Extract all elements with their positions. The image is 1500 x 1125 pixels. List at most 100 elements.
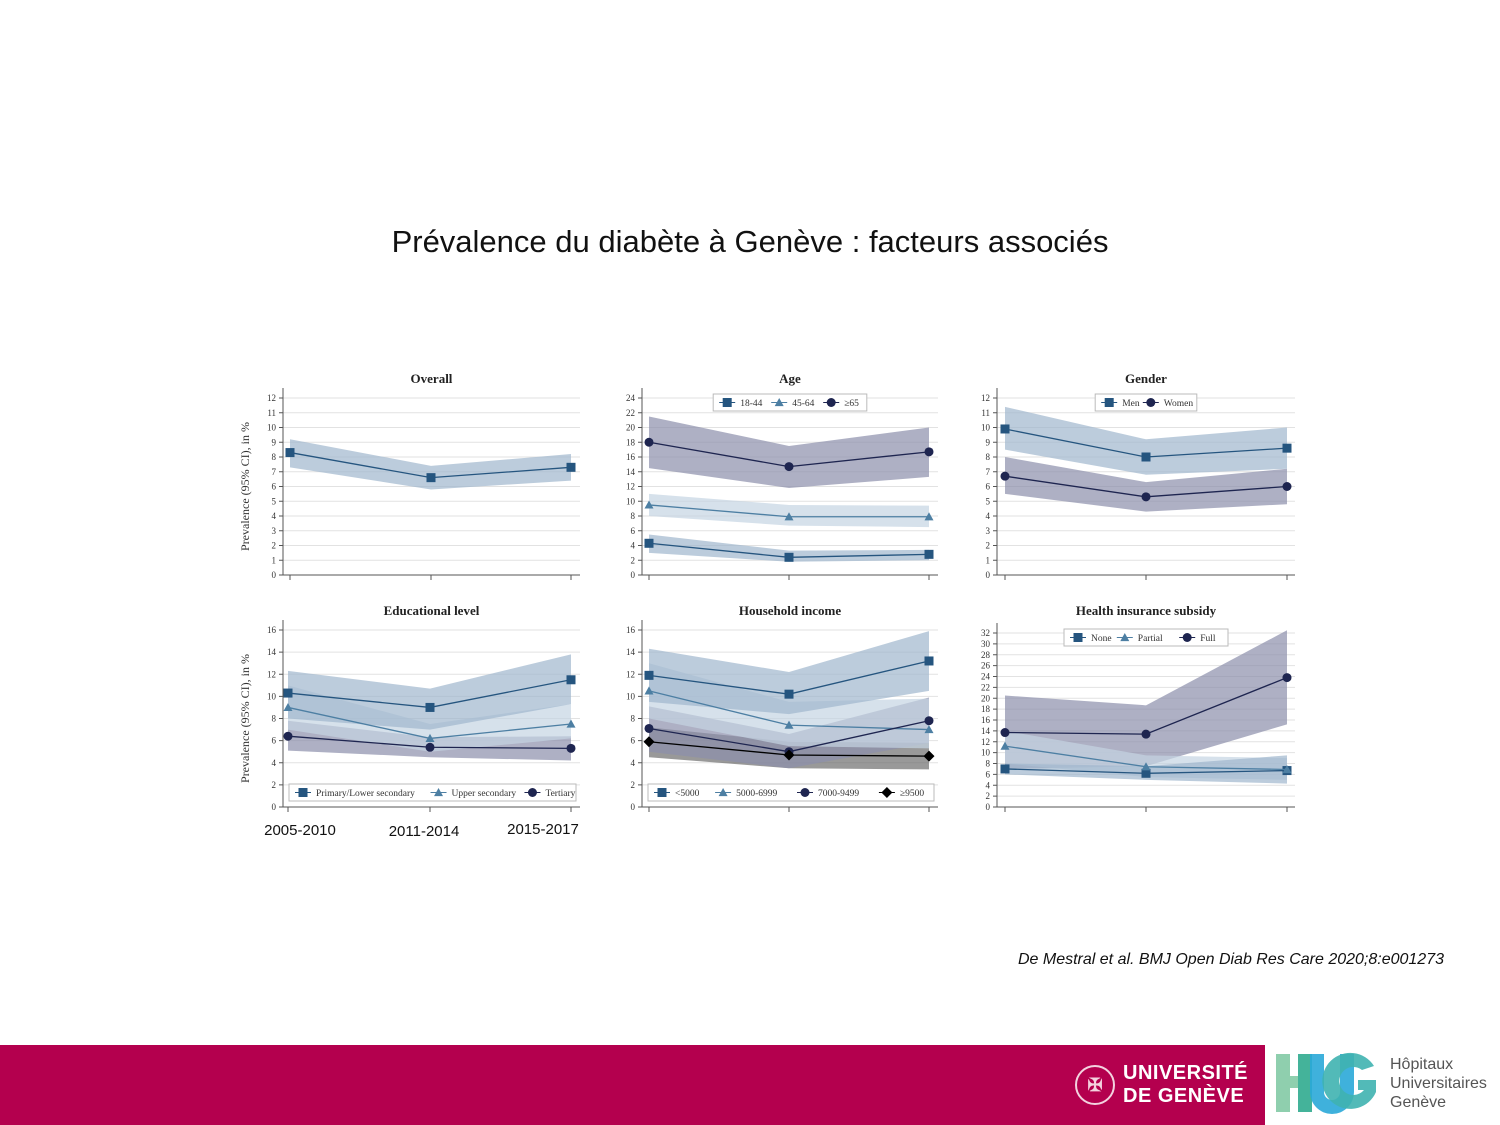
y-tick-label: 16 xyxy=(626,452,636,462)
chart-panel-6: Health insurance subsidy0246810121416182… xyxy=(981,603,1295,812)
y-tick-label: 9 xyxy=(272,437,277,447)
y-tick-label: 9 xyxy=(986,437,991,447)
ci-band xyxy=(288,685,571,752)
y-tick-label: 5 xyxy=(986,496,991,506)
ci-band xyxy=(649,697,929,769)
panel-title: Household income xyxy=(739,603,841,618)
y-tick-label: 14 xyxy=(981,726,991,736)
data-point-square xyxy=(924,549,934,559)
data-point-circle xyxy=(644,437,654,447)
data-point-circle xyxy=(924,716,934,726)
hug-letters-icon xyxy=(1276,1052,1376,1114)
data-point-triangle xyxy=(784,512,794,521)
legend-marker-triangle xyxy=(774,398,784,407)
legend: 18-44 45-64 ≥65 xyxy=(712,393,868,412)
unige-logo-text: UNIVERSITÉ DE GENÈVE xyxy=(1123,1062,1248,1108)
y-tick-label: 24 xyxy=(981,672,991,682)
y-tick-label: 4 xyxy=(631,541,636,551)
data-point-square xyxy=(1141,452,1151,462)
y-tick-label: 12 xyxy=(626,482,635,492)
legend-marker-circle xyxy=(826,398,836,407)
y-tick-label: 16 xyxy=(981,715,991,725)
y-tick-label: 10 xyxy=(626,691,636,701)
y-tick-label: 11 xyxy=(981,408,990,418)
y-tick-label: 3 xyxy=(272,526,277,536)
y-tick-label: 10 xyxy=(626,496,636,506)
y-tick-label: 2 xyxy=(631,780,636,790)
y-tick-label: 0 xyxy=(631,570,636,580)
y-tick-label: 0 xyxy=(986,570,991,580)
panel-title: Overall xyxy=(411,371,453,386)
legend-marker-circle xyxy=(527,788,537,797)
y-tick-label: 6 xyxy=(986,482,991,492)
legend-marker-square xyxy=(298,788,308,797)
y-tick-label: 18 xyxy=(626,437,636,447)
chart-panel-5: Household income 0 2 4 6 8 10 12 14 16 <5000 5000-6… xyxy=(626,603,938,812)
data-point-square xyxy=(426,473,436,483)
y-tick-label: 4 xyxy=(272,511,277,521)
data-point-circle xyxy=(1282,673,1292,683)
y-tick-label: 6 xyxy=(986,769,991,779)
y-tick-label: 6 xyxy=(272,482,277,492)
data-point-triangle xyxy=(1141,762,1151,771)
y-tick-label: 14 xyxy=(626,647,636,657)
data-point-square xyxy=(644,538,654,548)
chart-panel-4: Educational level 0 2 4 6 8 10 12 14 16 Primary/Lo… xyxy=(238,603,580,812)
y-tick-label: 8 xyxy=(272,714,277,724)
legend-marker-triangle xyxy=(1120,633,1130,642)
data-point-square xyxy=(566,675,576,685)
hug-logo: Hôpitaux Universitaires Genève xyxy=(1276,1052,1487,1114)
y-tick-label: 2 xyxy=(272,780,277,790)
data-point-square xyxy=(924,656,934,666)
ci-band xyxy=(1005,457,1287,512)
data-point-circle xyxy=(1000,728,1010,738)
y-tick-label: 5 xyxy=(272,496,277,506)
citation: De Mestral et al. BMJ Open Diab Res Care… xyxy=(1017,951,1444,968)
legend: None Partial Full xyxy=(1063,628,1229,647)
y-tick-label: 12 xyxy=(981,393,990,403)
y-tick-label: 12 xyxy=(267,393,276,403)
data-point-square xyxy=(1141,768,1151,778)
legend-marker-circle xyxy=(1146,398,1156,407)
slide-title: Prévalence du diabète à Genève : facteur… xyxy=(391,224,1109,259)
y-tick-label: 14 xyxy=(267,647,277,657)
ci-band xyxy=(288,654,571,730)
data-point-circle xyxy=(924,447,934,457)
data-point-circle xyxy=(425,742,435,752)
hug-mark-icon xyxy=(1276,1052,1376,1114)
legend-marker-circle xyxy=(1182,633,1192,642)
y-tick-label: 8 xyxy=(272,452,277,462)
y-tick-label: 10 xyxy=(981,423,991,433)
y-tick-label: 6 xyxy=(631,526,636,536)
data-point-square xyxy=(1000,424,1010,434)
legend-label: ≥65 xyxy=(844,399,859,409)
data-point-square xyxy=(283,688,293,698)
data-point-square xyxy=(425,702,435,712)
y-tick-label: 24 xyxy=(626,393,636,403)
ci-band xyxy=(649,534,929,562)
y-tick-label: 1 xyxy=(986,555,991,565)
data-point-circle xyxy=(283,731,293,741)
legend-label: 5000-6999 xyxy=(736,789,777,799)
data-point-diamond xyxy=(643,736,655,748)
y-tick-label: 8 xyxy=(631,511,636,521)
y-tick-label: 20 xyxy=(981,693,991,703)
y-tick-label: 4 xyxy=(986,780,991,790)
panel-title: Gender xyxy=(1125,371,1167,386)
data-point-diamond xyxy=(783,749,795,761)
data-point-triangle xyxy=(283,702,293,712)
x-category-label: 2005-2010 xyxy=(264,822,336,839)
y-tick-label: 10 xyxy=(267,423,277,433)
legend-marker-square xyxy=(1073,633,1083,642)
y-tick-label: 0 xyxy=(631,802,636,812)
legend-label: None xyxy=(1091,634,1112,644)
data-point-square xyxy=(784,689,794,699)
legend-label: ≥9500 xyxy=(900,789,924,799)
y-tick-label: 6 xyxy=(631,736,636,746)
y-tick-label: 30 xyxy=(981,639,991,649)
legend-marker-circle xyxy=(800,788,810,797)
y-tick-label: 18 xyxy=(981,704,991,714)
y-tick-label: 11 xyxy=(267,408,276,418)
y-tick-label: 0 xyxy=(986,802,991,812)
